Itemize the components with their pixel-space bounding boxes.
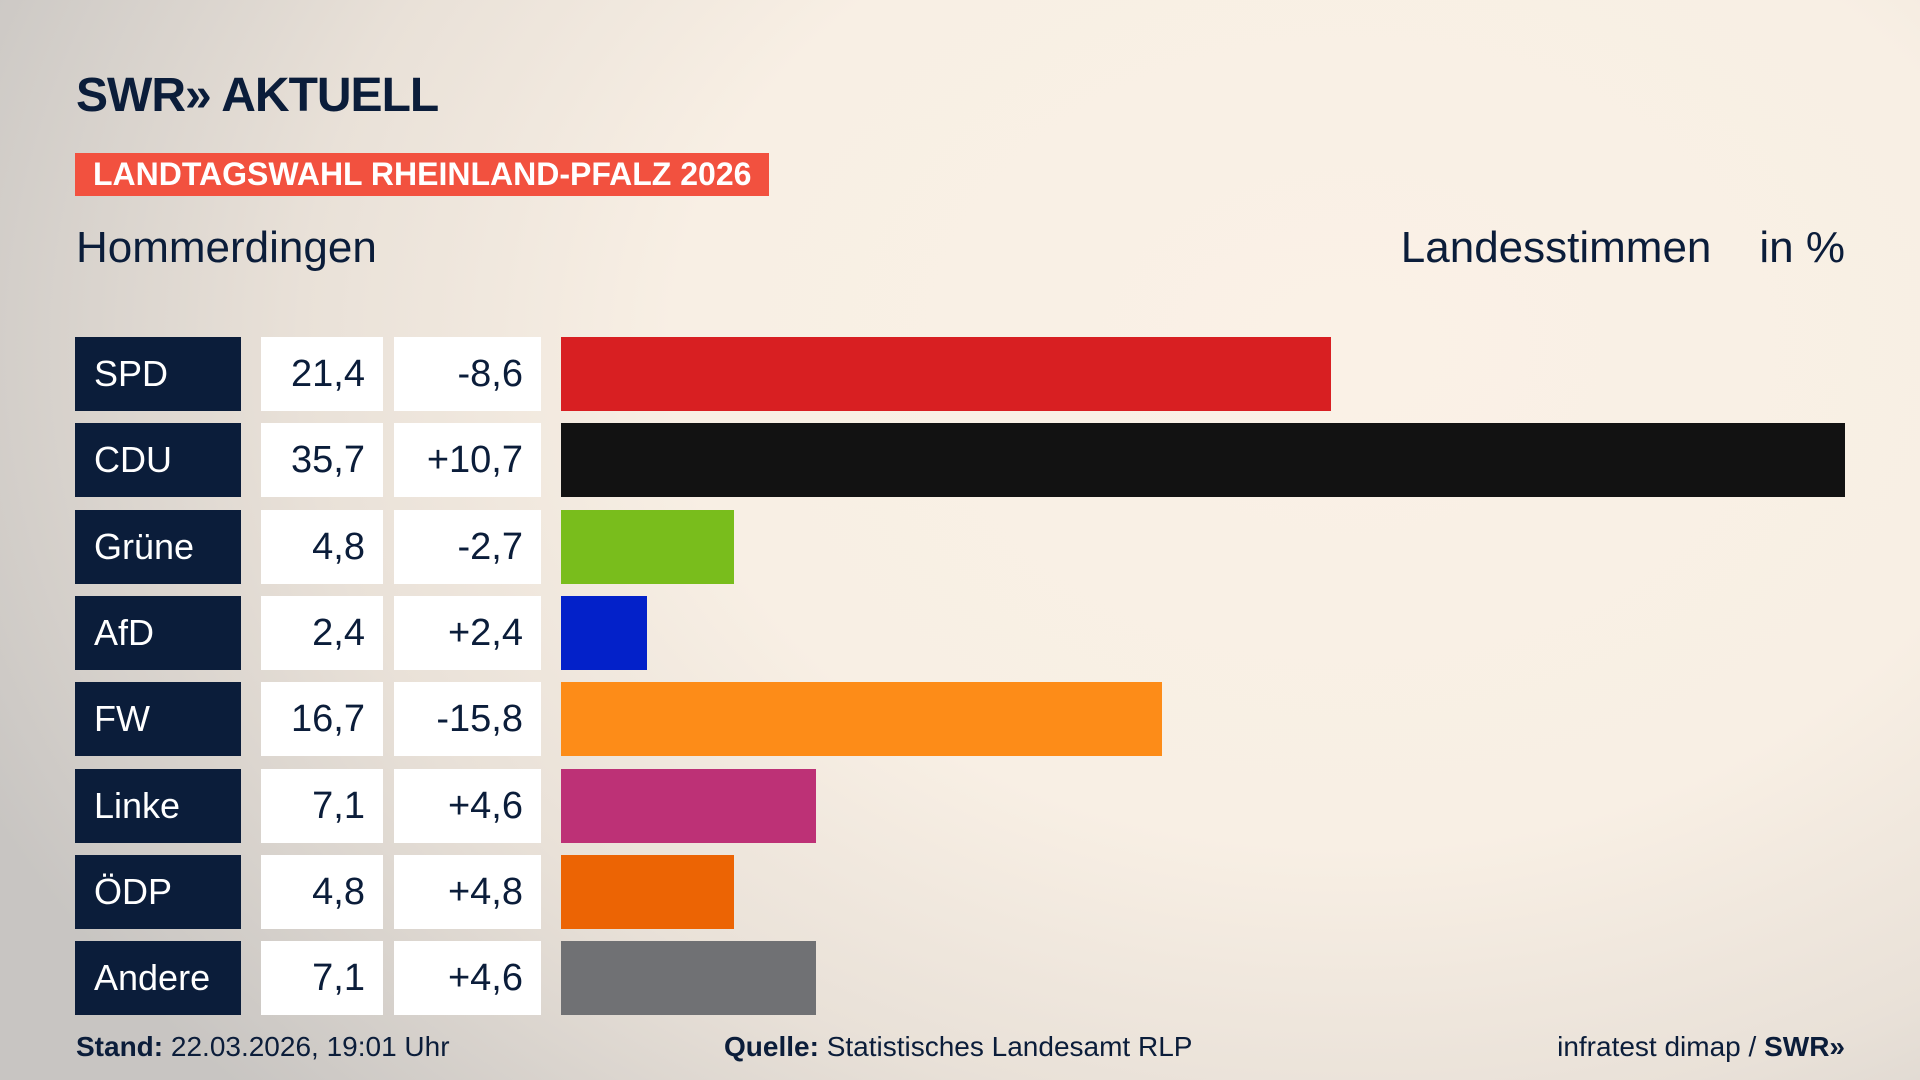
party-label: Andere bbox=[75, 941, 241, 1016]
party-label: AfD bbox=[75, 595, 241, 670]
result-row: FW 16,7 -15,8 bbox=[0, 682, 1920, 757]
source-label: Quelle: bbox=[724, 1031, 819, 1062]
vote-share: 4,8 bbox=[261, 509, 383, 584]
vote-change: -8,6 bbox=[394, 337, 541, 411]
bar-cdu bbox=[561, 423, 1845, 498]
bar-linke bbox=[561, 768, 817, 843]
vote-change: +4,6 bbox=[394, 768, 541, 843]
swr-logo: SWR» bbox=[1764, 1031, 1845, 1062]
party-label: Grüne bbox=[75, 509, 241, 584]
bar-andere bbox=[561, 941, 817, 1016]
result-row: CDU 35,7 +10,7 bbox=[0, 423, 1920, 498]
vote-share: 21,4 bbox=[261, 337, 383, 411]
source-info: Quelle: Statistisches Landesamt RLP bbox=[724, 1030, 1192, 1064]
stand-info: Stand: 22.03.2026, 19:01 Uhr bbox=[76, 1030, 450, 1064]
header-right: Landesstimmen in % bbox=[1401, 222, 1845, 274]
vote-share: 7,1 bbox=[261, 941, 383, 1016]
swr-aktuell-logo: SWR» AKTUELL bbox=[76, 69, 439, 122]
vote-change: +4,8 bbox=[394, 854, 541, 929]
region-title: Hommerdingen bbox=[76, 223, 377, 272]
unit-label: in % bbox=[1759, 223, 1845, 272]
vote-share: 16,7 bbox=[261, 682, 383, 757]
election-badge: LANDTAGSWAHL RHEINLAND-PFALZ 2026 bbox=[75, 153, 770, 196]
vote-change: -15,8 bbox=[394, 682, 541, 757]
vote-share: 2,4 bbox=[261, 595, 383, 670]
vote-change: -2,7 bbox=[394, 509, 541, 584]
result-row: Andere 7,1 +4,6 bbox=[0, 941, 1920, 1016]
result-row: Grüne 4,8 -2,7 bbox=[0, 509, 1920, 584]
stand-value: 22.03.2026, 19:01 Uhr bbox=[170, 1031, 450, 1062]
party-label: CDU bbox=[75, 423, 241, 498]
result-row: SPD 21,4 -8,6 bbox=[0, 337, 1920, 411]
measure-label: Landesstimmen bbox=[1400, 223, 1712, 272]
bar-fw bbox=[561, 682, 1162, 757]
stand-label: Stand: bbox=[76, 1031, 164, 1062]
vote-share: 4,8 bbox=[261, 854, 383, 929]
party-label: Linke bbox=[75, 768, 241, 843]
bar-ödp bbox=[561, 854, 734, 929]
credit-text: infratest dimap / bbox=[1557, 1031, 1757, 1062]
result-row: AfD 2,4 +2,4 bbox=[0, 595, 1920, 670]
result-row: ÖDP 4,8 +4,8 bbox=[0, 854, 1920, 929]
source-value: Statistisches Landesamt RLP bbox=[826, 1031, 1193, 1062]
vote-share: 35,7 bbox=[261, 423, 383, 498]
party-label: FW bbox=[75, 682, 241, 757]
party-label: SPD bbox=[75, 337, 241, 411]
credit-info: infratest dimap / SWR» bbox=[1557, 1030, 1845, 1064]
vote-share: 7,1 bbox=[261, 768, 383, 843]
vote-change: +2,4 bbox=[394, 595, 541, 670]
bar-grüne bbox=[561, 509, 734, 584]
vote-change: +10,7 bbox=[394, 423, 541, 498]
bar-spd bbox=[561, 337, 1331, 411]
party-label: ÖDP bbox=[75, 854, 241, 929]
result-row: Linke 7,1 +4,6 bbox=[0, 768, 1920, 843]
vote-change: +4,6 bbox=[394, 941, 541, 1016]
bar-afd bbox=[561, 595, 648, 670]
